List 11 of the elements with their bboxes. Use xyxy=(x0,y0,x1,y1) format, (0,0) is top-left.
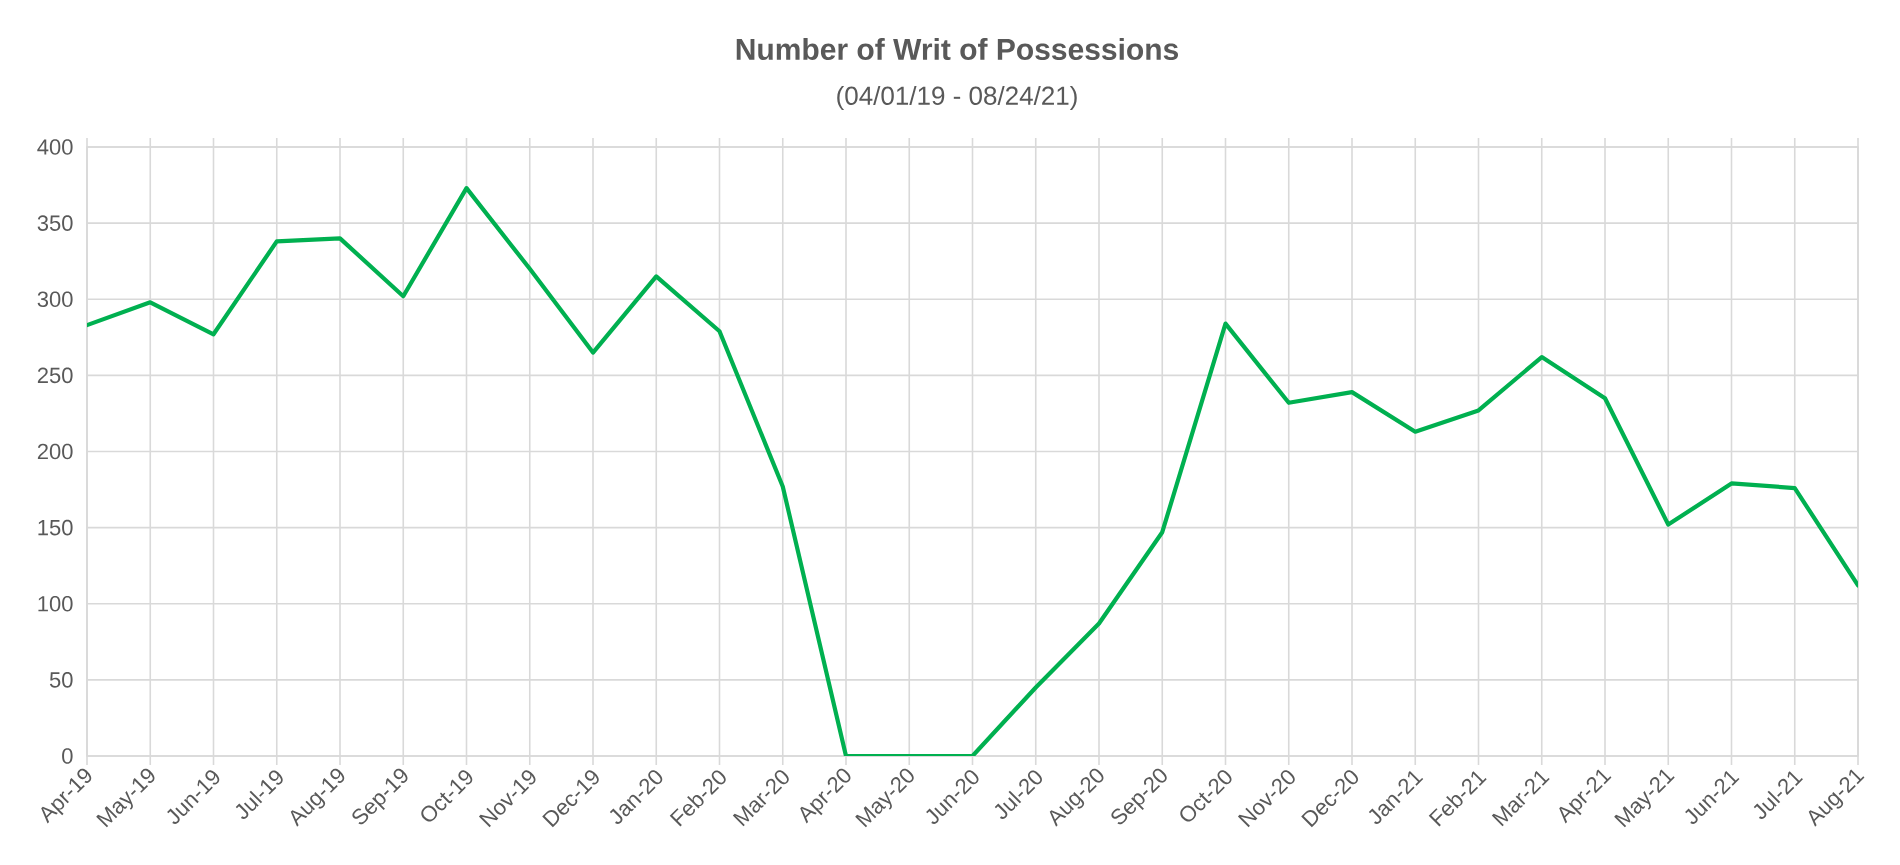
chart-title: Number of Writ of Possessions xyxy=(736,37,1179,61)
y-tick-label: 200 xyxy=(37,443,73,460)
y-tick-label: 350 xyxy=(37,215,73,231)
y-tick-label: 300 xyxy=(37,291,73,308)
y-tick-label: 250 xyxy=(37,367,73,384)
y-tick-label: 400 xyxy=(37,139,73,155)
chart-subtitle: (04/01/19 - 08/24/21) xyxy=(837,85,1077,111)
y-tick-label: 50 xyxy=(49,672,73,688)
y-tick-label: 0 xyxy=(62,748,73,764)
y-tick-label: 150 xyxy=(38,519,73,536)
y-tick-label: 100 xyxy=(38,595,73,612)
